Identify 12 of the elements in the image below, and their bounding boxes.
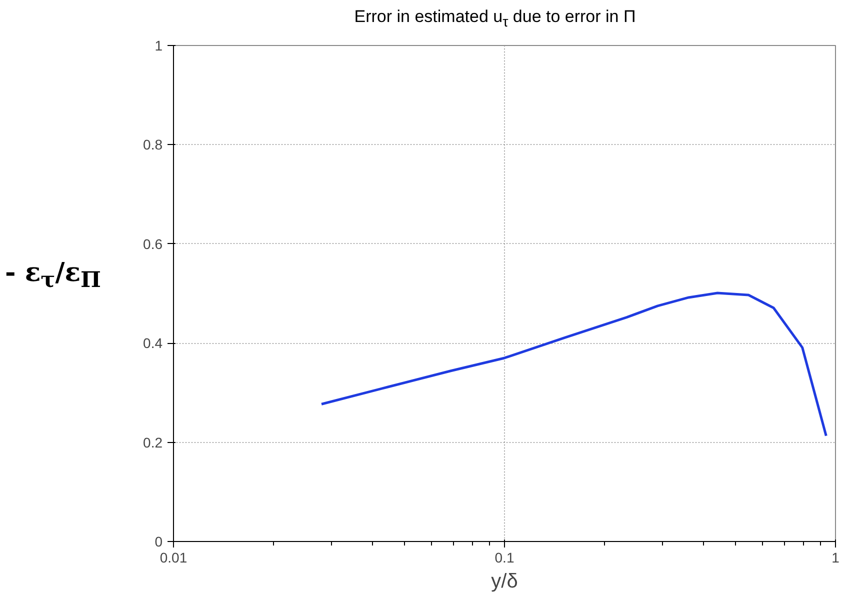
chart-title: Error in estimated u$_{τ}$ due to error in Π (354, 6, 636, 32)
y-tick-label: 0 (154, 534, 163, 550)
y-tick-label: 0.6 (143, 236, 163, 252)
y-tick-label: 1 (154, 38, 163, 54)
y-tick-label: 0.2 (143, 434, 163, 450)
x-axis-title: y/δ (491, 570, 518, 592)
y-tick-label: 0.8 (143, 136, 163, 153)
x-tick-label: 0.1 (494, 550, 514, 566)
y-axis-title: - ε$_{τ}$/ε$_{Π}$ (5, 257, 101, 296)
y-tick-label: 0.4 (143, 335, 163, 352)
x-tick-label: 1 (832, 550, 840, 566)
x-tick-label: 0.01 (160, 550, 188, 566)
